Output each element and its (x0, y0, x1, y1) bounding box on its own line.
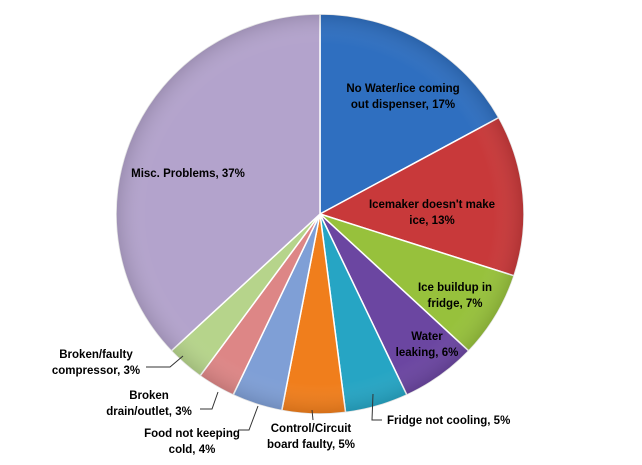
pie-slices (115, 13, 525, 415)
slice-label-8: Broken drain/outlet, 3% (106, 390, 192, 418)
slice-label-4: Water leaking, 6% (396, 331, 459, 359)
slice-label-5: Fridge not cooling, 5% (387, 415, 510, 427)
slice-labels: No Water/ice coming out dispenser, 17% Ice… (52, 83, 510, 456)
slice-label-6: Control/Circuit board faulty, 5% (267, 423, 355, 451)
slice-label-2: Icemaker doesn't make ice, 13% (369, 199, 495, 227)
leader-line-5 (371, 393, 382, 421)
slice-label-7: Food not keeping cold, 4% (144, 428, 240, 456)
slice-label-1: No Water/ice coming out dispenser, 17% (346, 83, 459, 111)
leader-line-8 (200, 391, 219, 410)
leader-line-6 (311, 409, 314, 421)
leader-line-9 (146, 355, 184, 368)
slice-label-9: Broken/faulty compressor, 3% (52, 349, 140, 377)
slice-label-3: Ice buildup in fridge, 7% (418, 282, 492, 310)
slice-label-10: Misc. Problems, 37% (131, 168, 245, 180)
leader-lines (146, 355, 382, 431)
leader-line-7 (238, 405, 259, 431)
